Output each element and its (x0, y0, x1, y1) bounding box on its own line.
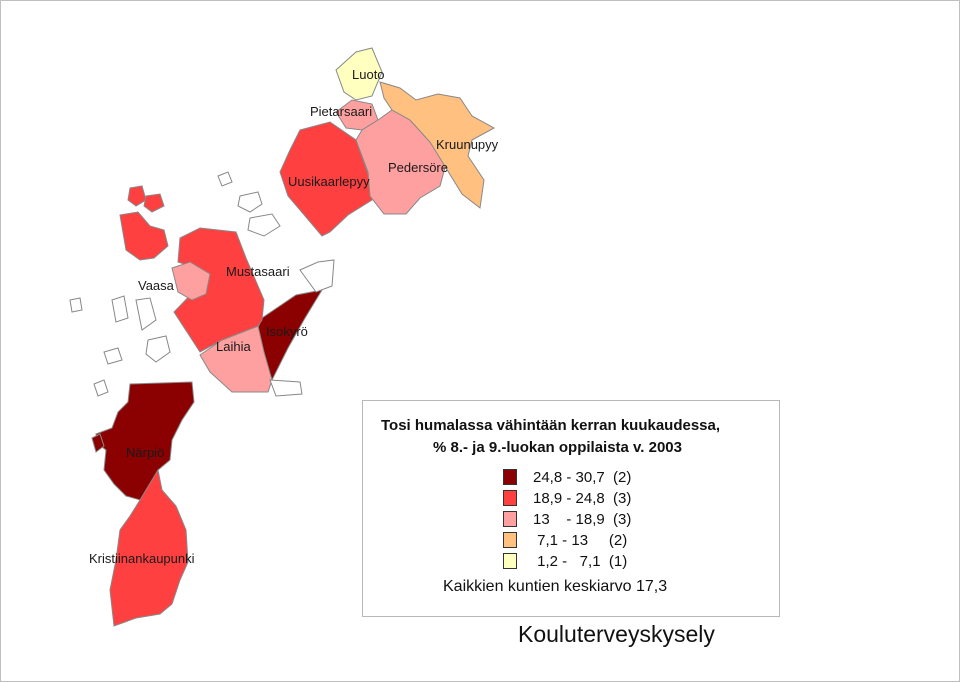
island (247, 213, 281, 237)
label-uusikaarlepyy: Uusikaarlepyy (288, 174, 370, 189)
island (145, 335, 171, 363)
island (299, 259, 335, 293)
legend-box: Tosi humalassa vähintään kerran kuukaude… (362, 400, 780, 617)
label-luoto: Luoto (352, 67, 385, 82)
island (119, 211, 169, 261)
island (111, 295, 129, 323)
island (127, 185, 147, 207)
label-narpio: Närpiö (126, 445, 165, 460)
label-pietarsaari: Pietarsaari (310, 104, 373, 119)
legend-label: 1,2 - 7,1 (1) (533, 552, 628, 570)
legend-swatch (503, 532, 517, 548)
label-kruunupyy: Kruunupyy (436, 137, 499, 152)
legend-title-line2: % 8.- ja 9.-luokan oppilaista v. 2003 (433, 439, 682, 456)
label-kristiinankaupunki: Kristiinankaupunki (89, 551, 195, 566)
island (143, 193, 165, 213)
region-laihia[interactable] (199, 325, 273, 393)
legend-label: 18,9 - 24,8 (3) (533, 489, 632, 507)
legend-row: 13 - 18,9 (3) (503, 509, 631, 529)
island (135, 297, 157, 331)
legend-label: 7,1 - 13 (2) (533, 531, 628, 549)
island (91, 433, 105, 453)
legend-label: 13 - 18,9 (3) (533, 510, 632, 528)
region-kristiinankaupunki[interactable] (109, 468, 189, 627)
label-pedersore: Pedersöre (388, 160, 448, 175)
region-pedersore[interactable] (355, 109, 447, 215)
region-kruunupyy[interactable] (379, 81, 496, 209)
legend-swatch (503, 511, 517, 527)
legend-title: Tosi humalassa vähintään kerran kuukaude… (381, 415, 720, 459)
legend-label: 24,8 - 30,7 (2) (533, 468, 632, 486)
legend-row: 18,9 - 24,8 (3) (503, 488, 631, 508)
island (93, 379, 109, 397)
legend-swatch (503, 490, 517, 506)
legend-swatch (503, 469, 517, 485)
island (217, 171, 233, 187)
label-vaasa: Vaasa (138, 278, 174, 293)
label-laihia: Laihia (216, 339, 251, 354)
legend-row: 1,2 - 7,1 (1) (503, 551, 627, 571)
island (237, 191, 263, 213)
island (103, 347, 123, 365)
label-mustasaari: Mustasaari (226, 264, 290, 279)
legend-row: 7,1 - 13 (2) (503, 530, 627, 550)
region-luoto[interactable] (335, 47, 383, 101)
label-isokyro: Isokyrö (266, 324, 308, 339)
region-vaasa[interactable] (171, 261, 211, 301)
source-footer: Kouluterveyskysely (518, 621, 715, 647)
region-narpio[interactable] (95, 381, 195, 501)
island (69, 297, 83, 313)
legend-average: Kaikkien kuntien keskiarvo 17,3 (443, 578, 668, 595)
legend-swatch (503, 553, 517, 569)
legend-row: 24,8 - 30,7 (2) (503, 467, 631, 487)
legend-title-line1: Tosi humalassa vähintään kerran kuukaude… (381, 417, 721, 434)
island (269, 379, 303, 397)
